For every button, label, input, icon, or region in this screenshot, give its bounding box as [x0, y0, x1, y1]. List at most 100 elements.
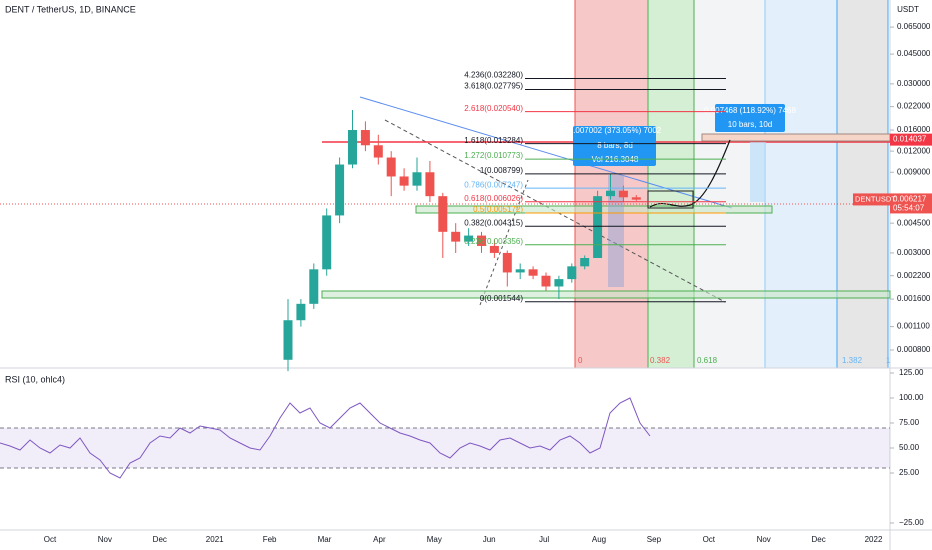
measure-text: 0.007468 (118.92%) 7468 [704, 106, 796, 115]
time-fib-label: 1.382 [842, 356, 863, 365]
candle-body [451, 231, 461, 242]
candle-body [477, 235, 486, 246]
fib-label: 0.236(0.003356) [464, 237, 523, 246]
indicator-title: RSI (10, ohlc4) [5, 374, 65, 384]
measure-range [608, 175, 624, 287]
y-tick-label: 50.00 [899, 443, 920, 452]
candle-body [502, 252, 512, 273]
y-tick-label: 0.022000 [897, 102, 931, 111]
x-tick-label: Jun [483, 535, 496, 544]
y-tick-label: 25.00 [899, 468, 920, 477]
candle-body [322, 215, 332, 270]
x-tick-label: Dec [153, 535, 167, 544]
fib-label: 4.236(0.032280) [464, 71, 523, 80]
target-tag-label: 0.014037 [893, 135, 927, 144]
trendline [479, 179, 529, 306]
x-tick-label: Feb [263, 535, 277, 544]
candle-body [309, 269, 319, 304]
candle-body [296, 303, 306, 321]
x-tick-label: Aug [592, 535, 606, 544]
candle-body [489, 245, 499, 253]
x-tick-label: Nov [98, 535, 112, 544]
y-tick-label: 0.065000 [897, 22, 931, 31]
candle-body [438, 196, 448, 232]
x-tick-label: Dec [811, 535, 825, 544]
y-tick-label: 0.045000 [897, 49, 931, 58]
time-fib-label: 1 [886, 356, 891, 365]
y-tick-label: 100.00 [899, 393, 924, 402]
x-tick-label: 2022 [865, 535, 883, 544]
candle-body [580, 258, 590, 267]
candle-body [631, 197, 641, 200]
y-tick-label: −25.00 [899, 518, 924, 527]
candle-body [373, 145, 383, 158]
y-tick-label: 125.00 [899, 368, 924, 377]
currency: USDT [897, 5, 919, 14]
candle-body [360, 130, 370, 146]
projection-arrow [649, 139, 731, 208]
rsi-line [0, 397, 651, 479]
fib-label: 1.272(0.010773) [464, 151, 523, 160]
target-zone [701, 133, 891, 142]
candle-body [606, 190, 615, 197]
measure-box [715, 104, 785, 132]
zone [837, 0, 888, 368]
fib-label: 2.618(0.020540) [464, 104, 523, 113]
candle-body [618, 190, 628, 198]
y-tick-label: 0.030000 [897, 79, 931, 88]
time-fib-label: 0.618 [697, 356, 718, 365]
y-tick-label: 0.001600 [897, 294, 931, 303]
y-tick-label: 75.00 [899, 418, 920, 427]
candle-body [386, 157, 396, 177]
last-price-tag [890, 193, 932, 214]
y-tick-label: 0.009000 [897, 167, 931, 176]
candle-body [554, 279, 564, 287]
countdown: 05:54:07 [893, 204, 925, 213]
candle-body [283, 320, 293, 360]
y-tick-label: 0.016000 [897, 125, 931, 134]
x-tick-label: Nov [757, 535, 771, 544]
candle-body [335, 164, 345, 216]
fib-label: 0.786(0.007247) [464, 180, 523, 189]
symbol-label: DENTUSDT [855, 194, 896, 203]
measure-text: Vol 216.3048 [592, 155, 639, 164]
zone-lines [574, 0, 889, 368]
x-tick-label: Mar [318, 535, 332, 544]
time-fib-label: 0 [578, 356, 583, 365]
candle-body [425, 172, 435, 197]
y-tick-label: 0.001100 [897, 322, 930, 331]
y-tick-label: 0.004500 [897, 218, 931, 227]
measure-box [573, 126, 656, 166]
y-tick-label: 0.012000 [897, 146, 931, 155]
x-tick-label: Apr [373, 535, 386, 544]
zone [648, 0, 694, 368]
fib-label: 0(0.001544) [480, 294, 523, 303]
candle-body [567, 266, 577, 280]
target-tag [890, 133, 932, 146]
consolidation-box [647, 190, 694, 209]
time-fib-label: 0.382 [650, 356, 671, 365]
fib-label: 0.382(0.004315) [464, 218, 523, 227]
candle-body [541, 275, 551, 287]
trendline [359, 96, 733, 209]
last-price-tag-label: 0.006217 [893, 195, 927, 204]
fib-label: 0.5(0.005172) [473, 205, 523, 214]
symbol-tag [853, 193, 890, 206]
x-tick-label: May [427, 535, 442, 544]
fib-label: 1.618(0.013284) [464, 136, 523, 145]
x-tick-label: Jul [539, 535, 549, 544]
x-tick-label: 2021 [206, 535, 224, 544]
candle-body [464, 235, 474, 242]
rsi-band [0, 428, 890, 468]
measure-range [750, 142, 766, 202]
measure-text: 10 bars, 10d [728, 120, 772, 129]
candle-body [593, 196, 603, 259]
fib-label: 3.618(0.027795) [464, 82, 523, 91]
zone [765, 0, 837, 368]
candle-body [399, 176, 409, 186]
fib-label: 1(0.008799) [480, 166, 523, 175]
x-tick-label: Oct [44, 535, 57, 544]
x-tick-label: Oct [703, 535, 716, 544]
